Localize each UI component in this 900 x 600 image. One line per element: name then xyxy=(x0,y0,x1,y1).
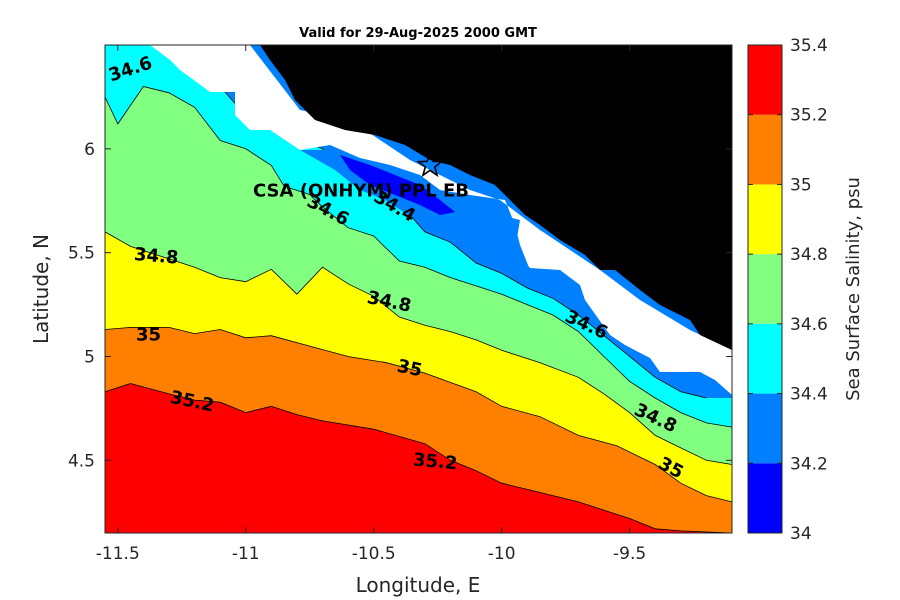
colorbar-swatch xyxy=(748,254,782,324)
no-data-region xyxy=(105,45,732,395)
land-mass xyxy=(260,45,732,350)
contour-label: 35 xyxy=(395,356,424,382)
colorbar-tick-label: 34.2 xyxy=(790,454,828,474)
contour-line-34.8 xyxy=(105,231,732,465)
colorbar-label: Sea Surface Salinity, psu xyxy=(843,177,864,401)
colorbar-frame xyxy=(747,44,783,534)
y-tick-label: 5 xyxy=(84,347,95,367)
x-axis-ticks: -11.5 -11 -10.5 -10 -9.5 xyxy=(96,45,646,564)
colorbar-tick-label: 34 xyxy=(790,524,812,544)
contour-label: 34.8 xyxy=(133,244,179,269)
colorbar-tick-label: 34.6 xyxy=(790,315,828,335)
colorbar-tick-label: 34.8 xyxy=(790,245,828,265)
contour-label: 35.2 xyxy=(412,450,458,475)
colorbar-swatch xyxy=(748,45,782,115)
colorbar-tick-label: 35.2 xyxy=(790,106,828,126)
colorbar-swatch xyxy=(748,184,782,255)
contour-line-34.6 xyxy=(105,86,732,428)
y-axis-ticks: 4.5 5 5.5 6 xyxy=(68,140,732,471)
colorbar-tick-label: 35.4 xyxy=(790,36,828,56)
colorbar: 34 34.2 34.4 34.6 34.8 35 35.2 35.4 xyxy=(747,36,828,544)
x-tick-label: -9.5 xyxy=(613,544,646,564)
site-label: CSA (ONHYM) PPL EB xyxy=(253,180,469,201)
colorbar-swatch xyxy=(748,114,782,185)
colorbar-swatch xyxy=(748,323,782,394)
y-tick-label: 4.5 xyxy=(68,451,95,471)
x-tick-label: -10 xyxy=(488,544,516,564)
site-marker: CSA (ONHYM) PPL EB xyxy=(253,151,469,201)
contour-label: 35 xyxy=(136,325,161,346)
x-tick-label: -10.5 xyxy=(352,544,396,564)
x-tick-label: -11 xyxy=(232,544,260,564)
star-icon xyxy=(416,151,444,178)
y-tick-label: 6 xyxy=(84,140,95,160)
contour-line-35 xyxy=(105,326,732,503)
y-axis-label: Latitude, N xyxy=(29,234,53,344)
low-salinity-patch xyxy=(300,150,585,305)
chart-title: Valid for 29-Aug-2025 2000 GMT xyxy=(299,26,537,41)
contour-line-35.2 xyxy=(105,383,732,533)
x-tick-label: -11.5 xyxy=(96,544,140,564)
colorbar-tick-label: 34.4 xyxy=(790,385,828,405)
colorbar-swatch xyxy=(748,463,782,533)
y-tick-label: 5.5 xyxy=(68,244,95,264)
plot-frame xyxy=(104,44,733,534)
colorbar-tick-label: 35 xyxy=(790,175,812,195)
colorbar-swatch xyxy=(748,393,782,464)
lowest-salinity-patch xyxy=(340,155,455,215)
x-axis-label: Longitude, E xyxy=(356,573,481,597)
